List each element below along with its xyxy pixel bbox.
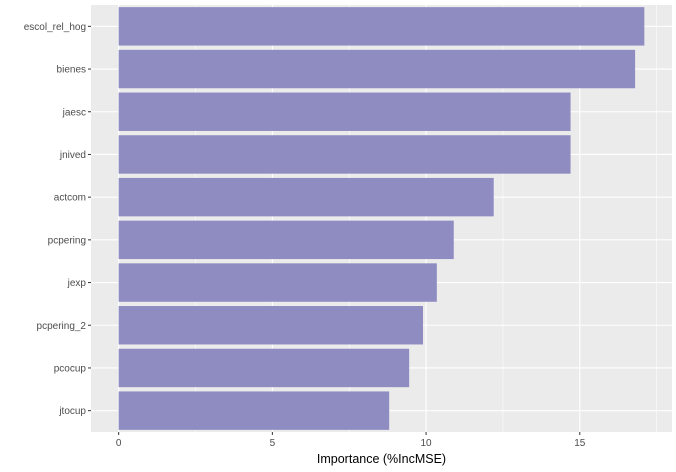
bar-escol-rel-hog (118, 7, 645, 46)
y-tick-label: jexp (67, 278, 87, 289)
bar-pcpering (118, 220, 454, 260)
y-tick-label: actcom (54, 193, 86, 204)
x-axis: 0 5 10 15 (116, 432, 586, 449)
bar-jnived (118, 135, 571, 174)
y-tick-label: jnived (59, 150, 86, 161)
bars (118, 7, 645, 430)
x-tick-label: 10 (421, 438, 433, 449)
y-tick-label: escol_rel_hog (24, 22, 86, 33)
bar-bienes (118, 49, 636, 89)
x-tick-label: 5 (270, 438, 276, 449)
x-tick-label: 0 (116, 438, 122, 449)
bar-pcocup (118, 348, 410, 388)
bar-jtocup (118, 391, 390, 430)
bar-jexp (118, 263, 437, 302)
x-axis-title: Importance (%IncMSE) (317, 452, 446, 466)
x-tick-label: 15 (574, 438, 586, 449)
y-tick-label: pcocup (54, 363, 87, 374)
y-tick-label: jtocup (58, 406, 86, 417)
y-tick-label: pcpering (48, 235, 86, 246)
y-tick-label: pcpering_2 (37, 321, 87, 332)
y-tick-label: jaesc (62, 107, 86, 118)
bar-pcpering-2 (118, 306, 424, 345)
bar-jaesc (118, 92, 571, 131)
y-tick-label: bienes (57, 65, 86, 76)
bar-actcom (118, 177, 494, 217)
